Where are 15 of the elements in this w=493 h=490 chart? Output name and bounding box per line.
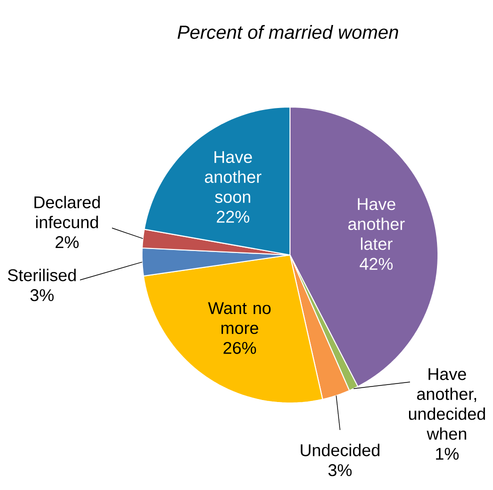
data-label: 42%: [360, 258, 393, 270]
chart-title: Percent of married women: [178, 25, 398, 39]
slice-label: Have another later: [348, 198, 405, 250]
slice-label: Declared infecund: [34, 196, 100, 228]
slice-label: Want no more: [208, 302, 271, 334]
slice-label: Undecided: [300, 444, 380, 456]
data-label: 26%: [224, 342, 256, 354]
data-label: 1%: [436, 448, 459, 460]
slice-label: Have another soon: [204, 151, 262, 203]
data-label: 2%: [56, 236, 79, 248]
data-label: 3%: [30, 289, 54, 302]
slice-label: Sterilised: [8, 268, 76, 282]
data-label: 22%: [216, 210, 250, 223]
slice-label: Have another, undecided when: [409, 368, 485, 440]
data-label: 3%: [328, 464, 352, 476]
